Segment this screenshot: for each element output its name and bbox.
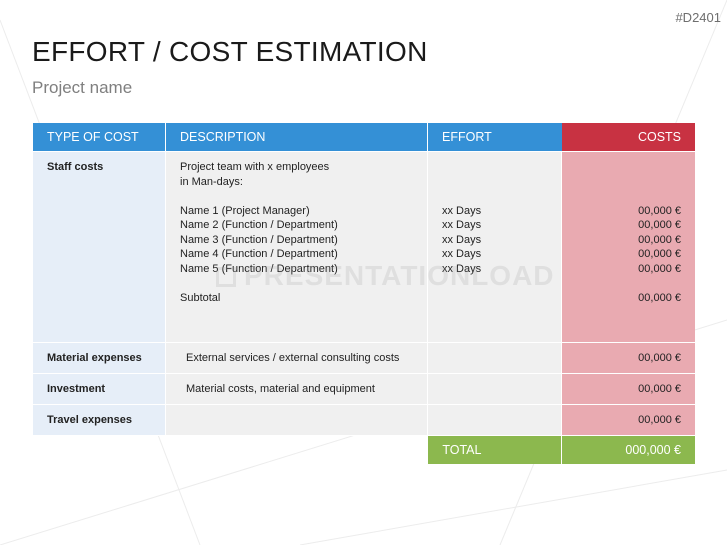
cell-type: Material expenses xyxy=(33,343,166,373)
watermark-text: PRESENTATIONLOAD xyxy=(244,260,555,291)
table-total-row: TOTAL 000,000 € xyxy=(33,435,695,464)
header-description: DESCRIPTION xyxy=(166,123,428,151)
table-row-material-expenses: Material expenses External services / ex… xyxy=(33,342,695,373)
team-member-name: Name 1 (Project Manager) xyxy=(180,204,310,217)
total-label: TOTAL xyxy=(428,436,563,464)
cell-effort: xx Days xx Days xx Days xx Days xx Days xyxy=(428,152,562,342)
cell-costs: 00,000 € xyxy=(562,343,695,373)
page-title: EFFORT / COST ESTIMATION xyxy=(32,36,428,67)
watermark-logo-icon xyxy=(216,267,236,287)
effort-value: xx Days xyxy=(442,204,482,217)
team-member-name: Name 4 (Function / Department) xyxy=(180,248,338,260)
effort-value: xx Days xyxy=(442,262,482,275)
team-member-name: Name 2 (Function / Department) xyxy=(180,219,338,231)
cell-effort xyxy=(428,405,562,435)
cell-type: Investment xyxy=(33,374,166,404)
cell-type: Staff costs xyxy=(33,152,166,342)
effort-value: xx Days xyxy=(442,248,482,260)
cell-description: External services / external consulting … xyxy=(166,343,428,373)
total-value: 000,000 € xyxy=(562,436,695,464)
effort-value: xx Days xyxy=(442,233,482,246)
subtotal-label: Subtotal xyxy=(180,291,221,304)
subtotal-cost: 00,000 € xyxy=(638,291,681,304)
cell-costs: 00,000 € xyxy=(562,374,695,404)
cell-description xyxy=(166,405,428,435)
team-member-name: Name 3 (Function / Department) xyxy=(180,233,338,246)
cell-effort xyxy=(428,343,562,373)
team-member-name: Name 5 (Function / Department) xyxy=(180,262,338,275)
table-row-investment: Investment Material costs, material and … xyxy=(33,373,695,404)
header-effort: EFFORT xyxy=(428,123,562,151)
cost-value: 00,000 € xyxy=(638,233,681,246)
table-header-row: TYPE OF COST DESCRIPTION EFFORT COSTS xyxy=(33,123,695,151)
cell-type: Travel expenses xyxy=(33,405,166,435)
header-type-of-cost: TYPE OF COST xyxy=(33,123,166,151)
cell-description: Material costs, material and equipment xyxy=(166,374,428,404)
cell-description: Project team with x employees in Man-day… xyxy=(166,152,428,342)
slide-code: #D2401 xyxy=(675,10,721,25)
description-line: in Man-days: xyxy=(180,175,243,188)
cost-value: 00,000 € xyxy=(638,248,681,260)
cost-value: 00,000 € xyxy=(638,204,681,217)
table-row-staff-costs: Staff costs Project team with x employee… xyxy=(33,151,695,342)
table-row-travel-expenses: Travel expenses 00,000 € xyxy=(33,404,695,435)
page-subtitle: Project name xyxy=(32,78,133,97)
header-costs: COSTS xyxy=(562,123,695,151)
cell-effort xyxy=(428,374,562,404)
cost-value: 00,000 € xyxy=(638,219,681,231)
description-line: Project team with x employees xyxy=(180,161,330,173)
cost-value: 00,000 € xyxy=(638,262,681,275)
cell-costs: 00,000 € 00,000 € 00,000 € 00,000 € 00,0… xyxy=(562,152,695,342)
watermark-logo: PRESENTATIONLOAD xyxy=(216,260,555,292)
effort-value: xx Days xyxy=(442,219,482,231)
cost-estimation-table: TYPE OF COST DESCRIPTION EFFORT COSTS St… xyxy=(33,123,695,464)
cell-costs: 00,000 € xyxy=(562,405,695,435)
